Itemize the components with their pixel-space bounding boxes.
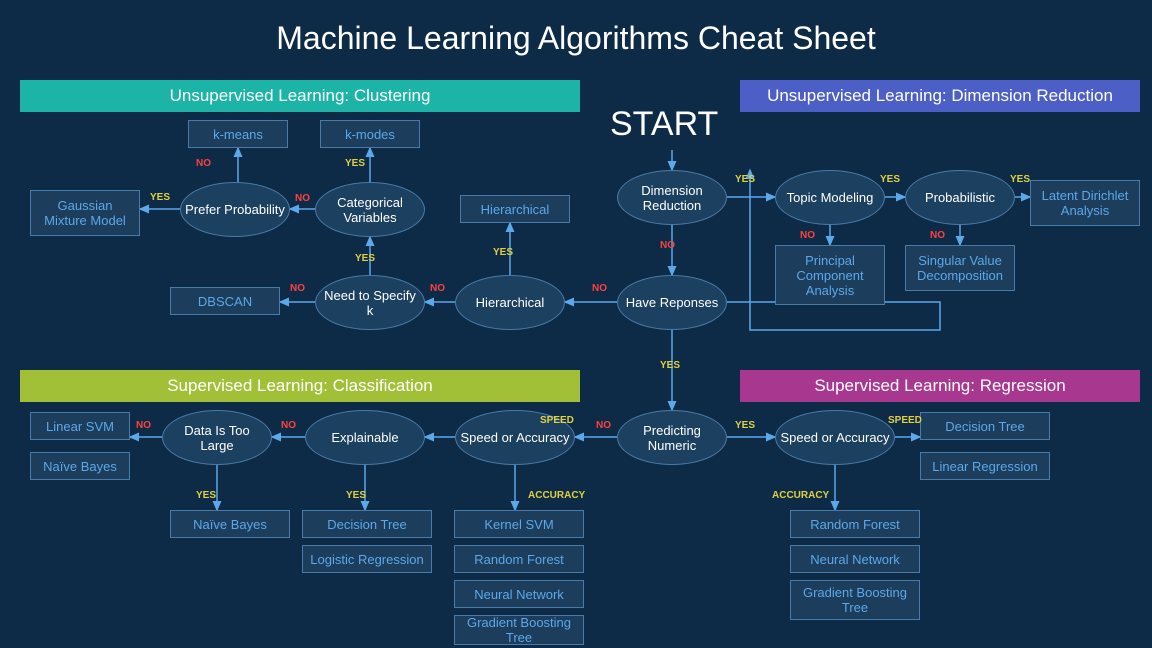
section-header-clustering: Unsupervised Learning: Clustering (20, 80, 580, 112)
decision-prefer-prob: Prefer Probability (180, 182, 290, 237)
section-header-dimred: Unsupervised Learning: Dimension Reducti… (740, 80, 1140, 112)
algo-rf-c: Random Forest (454, 545, 584, 573)
decision-probabilistic: Probabilistic (905, 170, 1015, 225)
algo-kernel-svm: Kernel SVM (454, 510, 584, 538)
edge-label: YES (196, 490, 216, 501)
algo-kmodes: k-modes (320, 120, 420, 148)
algo-lin-reg-r: Linear Regression (920, 452, 1050, 480)
decision-speed-acc-r: Speed or Accuracy (775, 410, 895, 465)
algo-linear-svm: Linear SVM (30, 412, 130, 440)
edge-label: YES (735, 174, 755, 185)
decision-hier-ell: Hierarchical (455, 275, 565, 330)
section-header-classification: Supervised Learning: Classification (20, 370, 580, 402)
edge-label: YES (735, 420, 755, 431)
algo-naive-bayes2: Naïve Bayes (170, 510, 290, 538)
section-header-regression: Supervised Learning: Regression (740, 370, 1140, 402)
edge-label: YES (660, 360, 680, 371)
edge-label: NO (136, 420, 151, 431)
edge-label: SPEED (540, 415, 574, 426)
edge-label: ACCURACY (772, 490, 829, 501)
edge-label: NO (660, 240, 675, 251)
edge-label: YES (150, 192, 170, 203)
algo-dbscan: DBSCAN (170, 287, 280, 315)
decision-explainable: Explainable (305, 410, 425, 465)
edge-label: NO (281, 420, 296, 431)
algo-gbt-c: Gradient Boosting Tree (454, 615, 584, 645)
edge-label: NO (430, 283, 445, 294)
algo-svd: Singular Value Decomposition (905, 245, 1015, 291)
decision-need-k: Need to Specify k (315, 275, 425, 330)
algo-gbt-r: Gradient Boosting Tree (790, 580, 920, 620)
edge-label: YES (346, 490, 366, 501)
edge-label: NO (596, 420, 611, 431)
edge-label: YES (493, 247, 513, 258)
edge-label: NO (295, 193, 310, 204)
edge-label: NO (930, 230, 945, 241)
algo-hier-rect: Hierarchical (460, 195, 570, 223)
algo-pca: Principal Component Analysis (775, 245, 885, 305)
decision-cat-vars: Categorical Variables (315, 182, 425, 237)
decision-data-large: Data Is Too Large (162, 410, 272, 465)
decision-pred-num: Predicting Numeric (617, 410, 727, 465)
algo-rf-r: Random Forest (790, 510, 920, 538)
edge-label: YES (1010, 174, 1030, 185)
decision-topic-model: Topic Modeling (775, 170, 885, 225)
algo-lda: Latent Dirichlet Analysis (1030, 180, 1140, 226)
edge-label: ACCURACY (528, 490, 585, 501)
edge-label: NO (290, 283, 305, 294)
algo-nn-r: Neural Network (790, 545, 920, 573)
edge-label: YES (880, 174, 900, 185)
edge-label: NO (800, 230, 815, 241)
algo-nn-c: Neural Network (454, 580, 584, 608)
algo-dec-tree-r: Decision Tree (920, 412, 1050, 440)
edge-label: YES (345, 158, 365, 169)
algo-kmeans: k-means (188, 120, 288, 148)
edge-label: NO (592, 283, 607, 294)
edge-label: SPEED (888, 415, 922, 426)
algo-gmm: Gaussian Mixture Model (30, 190, 140, 236)
algo-dec-tree-c: Decision Tree (302, 510, 432, 538)
edge-label: YES (355, 253, 375, 264)
decision-dim-red: Dimension Reduction (617, 170, 727, 225)
algo-naive-bayes1: Naïve Bayes (30, 452, 130, 480)
algo-log-reg: Logistic Regression (302, 545, 432, 573)
edge-label: NO (196, 158, 211, 169)
decision-have-resp: Have Reponses (617, 275, 727, 330)
